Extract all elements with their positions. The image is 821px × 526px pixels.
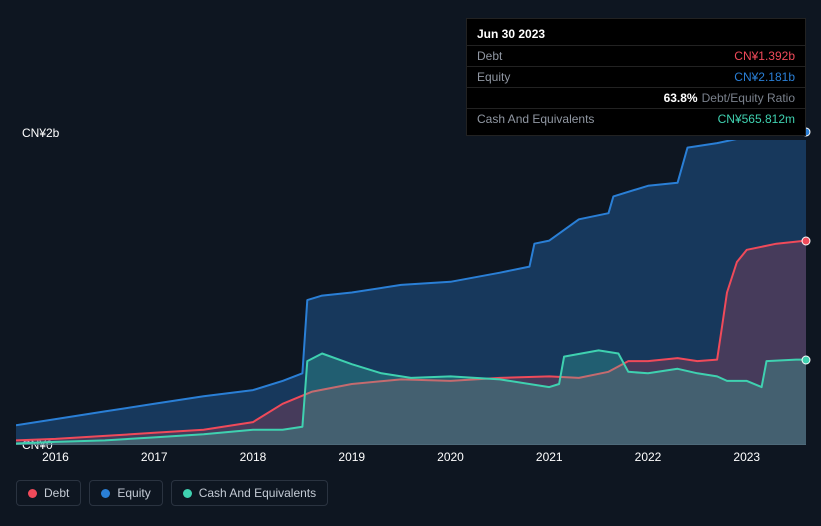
x-tick-label: 2022 [635, 450, 662, 464]
legend-item-cash-and-equivalents[interactable]: Cash And Equivalents [171, 480, 328, 506]
legend-item-debt[interactable]: Debt [16, 480, 81, 506]
tooltip-value: CN¥565.812m [718, 112, 795, 126]
chart-legend: Debt Equity Cash And Equivalents [16, 480, 328, 506]
legend-dot [183, 489, 192, 498]
tooltip-row: Cash And Equivalents CN¥565.812m [467, 108, 805, 129]
tooltip-value: CN¥2.181b [734, 70, 795, 84]
x-tick-label: 2020 [437, 450, 464, 464]
tooltip-label: Debt [477, 49, 502, 63]
tooltip-row: Equity CN¥2.181b [467, 66, 805, 87]
legend-dot [28, 489, 37, 498]
y-axis-label-top: CN¥2b [22, 126, 59, 140]
tooltip-label: Cash And Equivalents [477, 112, 594, 126]
legend-label: Cash And Equivalents [199, 486, 316, 500]
tooltip-ratio: 63.8%Debt/Equity Ratio [664, 91, 795, 105]
tooltip-label: Equity [477, 70, 510, 84]
tooltip-date: Jun 30 2023 [467, 25, 805, 45]
legend-item-equity[interactable]: Equity [89, 480, 162, 506]
financial-chart: CN¥2b CN¥0 20162017201820192020202120222… [0, 120, 821, 480]
chart-plot-area [16, 140, 806, 445]
tooltip-row: Debt CN¥1.392b [467, 45, 805, 66]
x-tick-label: 2016 [42, 450, 69, 464]
x-tick-label: 2017 [141, 450, 168, 464]
chart-tooltip: Jun 30 2023 Debt CN¥1.392b Equity CN¥2.181b… [466, 18, 806, 136]
series-marker [802, 355, 811, 364]
legend-dot [101, 489, 110, 498]
x-tick-label: 2021 [536, 450, 563, 464]
x-tick-label: 2018 [240, 450, 267, 464]
legend-label: Debt [44, 486, 69, 500]
x-tick-label: 2019 [338, 450, 365, 464]
series-marker [802, 236, 811, 245]
x-tick-label: 2023 [733, 450, 760, 464]
tooltip-row: 63.8%Debt/Equity Ratio [467, 87, 805, 108]
tooltip-value: CN¥1.392b [734, 49, 795, 63]
legend-label: Equity [117, 486, 150, 500]
